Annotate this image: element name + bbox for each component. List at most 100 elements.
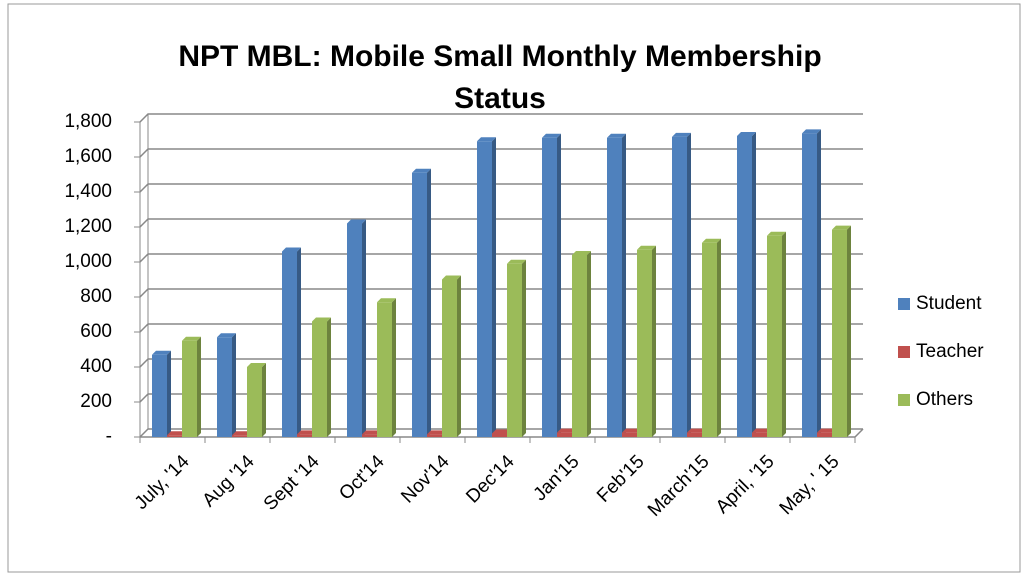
bar-face xyxy=(232,333,236,437)
bar-face xyxy=(167,431,186,436)
bar xyxy=(637,245,656,437)
bar-face xyxy=(167,435,182,437)
bar-face xyxy=(412,172,427,437)
bar-face xyxy=(427,434,442,437)
bar-face xyxy=(297,434,312,437)
bar-face xyxy=(622,133,626,437)
bar-face xyxy=(607,133,626,138)
bar-face xyxy=(492,137,496,437)
bar xyxy=(542,133,561,437)
bar xyxy=(247,363,266,437)
legend-label: Teacher xyxy=(916,341,984,362)
y-tick-label: 1,800 xyxy=(64,111,112,132)
bar-face xyxy=(442,279,457,437)
bar xyxy=(412,168,431,437)
bar-face xyxy=(752,432,767,437)
legend-label: Others xyxy=(916,389,973,410)
bar-face xyxy=(347,219,366,224)
bar-face xyxy=(752,428,771,433)
y-tick-label: 200 xyxy=(80,391,112,412)
bar-face xyxy=(572,255,587,437)
bar-face xyxy=(362,219,366,437)
bar-face xyxy=(152,354,167,437)
bar xyxy=(217,333,236,437)
bar-face xyxy=(312,317,331,322)
bar-face xyxy=(687,428,706,433)
bar-face xyxy=(412,168,431,173)
bar-face xyxy=(717,238,721,437)
bar-face xyxy=(802,133,817,437)
bar-face xyxy=(457,275,461,437)
bar-face xyxy=(232,431,251,436)
bar-face xyxy=(737,132,756,136)
bar xyxy=(152,350,171,437)
y-tick-label: 1,200 xyxy=(64,216,112,237)
bar-face xyxy=(737,136,752,437)
legend-label: Student xyxy=(916,293,982,314)
bar-face xyxy=(832,225,851,230)
bar-face xyxy=(297,247,301,437)
bar-face xyxy=(312,321,327,437)
y-tick-label: 400 xyxy=(80,356,112,377)
y-tick-label: - xyxy=(106,426,112,447)
bar-face xyxy=(802,129,821,134)
bar xyxy=(572,251,591,437)
bar-face xyxy=(362,434,377,437)
bar-face xyxy=(492,429,511,434)
bar-face xyxy=(587,251,591,437)
bar-face xyxy=(197,336,201,437)
bar xyxy=(377,298,396,437)
bar-face xyxy=(572,251,591,255)
bar-face xyxy=(817,432,832,437)
bar-face xyxy=(637,245,656,250)
bar xyxy=(507,259,526,437)
bar-face xyxy=(362,430,381,435)
y-tick-label: 800 xyxy=(80,286,112,307)
bar-face xyxy=(672,132,691,137)
bar-face xyxy=(507,259,526,264)
bar-face xyxy=(767,231,786,236)
bar-face xyxy=(377,298,396,303)
bar-face xyxy=(427,430,446,435)
bar-face xyxy=(622,428,641,433)
bar-face xyxy=(247,367,262,437)
bar-face xyxy=(282,251,297,437)
bar-face xyxy=(477,137,496,142)
bar-face xyxy=(492,433,507,437)
bar-face xyxy=(327,317,331,437)
bar-face xyxy=(557,133,561,437)
chart-title: NPT MBL: Mobile Small Monthly Membership… xyxy=(178,40,822,115)
bar-face xyxy=(232,435,247,437)
bar xyxy=(607,133,626,437)
bar-face xyxy=(217,337,232,437)
bar-face xyxy=(652,245,656,437)
bar-face xyxy=(607,137,622,437)
bar-face xyxy=(507,263,522,437)
bar-face xyxy=(817,428,836,433)
bar-face xyxy=(152,350,171,355)
bar-face xyxy=(702,238,721,243)
bar xyxy=(702,238,721,437)
bar xyxy=(802,129,821,437)
bar-face xyxy=(782,231,786,437)
bar-face xyxy=(542,133,561,138)
bar xyxy=(767,231,786,437)
bar-face xyxy=(622,432,637,437)
bar-face xyxy=(522,259,526,437)
bar-face xyxy=(427,168,431,437)
bar-face xyxy=(557,428,576,433)
bar-face xyxy=(687,132,691,437)
bar xyxy=(672,132,691,437)
bar xyxy=(832,225,851,437)
bar-face xyxy=(442,275,461,280)
legend-swatch xyxy=(898,394,910,406)
bar-face xyxy=(672,136,687,437)
bar-face xyxy=(282,247,301,252)
bar-face xyxy=(217,333,236,338)
bar xyxy=(477,137,496,437)
y-tick-label: 1,400 xyxy=(64,181,112,202)
bar-face xyxy=(182,336,201,341)
bar-face xyxy=(377,302,392,437)
